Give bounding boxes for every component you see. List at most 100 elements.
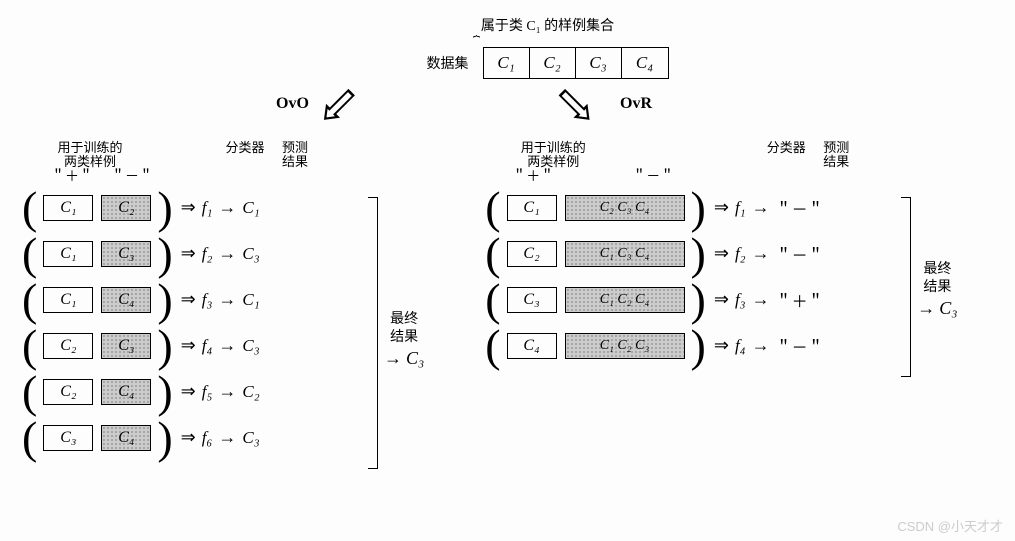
paren-left: ( <box>483 188 502 228</box>
pred-class: C₃ <box>242 244 259 264</box>
watermark: CSDN @小天才才 <box>897 516 1003 535</box>
to-arrow-icon: → <box>752 289 770 310</box>
classifier-f: f₂ <box>735 244 746 264</box>
ovo-row: (C₂C₄)⇒f₅→C₂ <box>20 369 443 415</box>
pos-cell: C₁ <box>43 195 93 221</box>
pred-class: C₁ <box>242 290 259 310</box>
paren-right: ) <box>155 280 174 320</box>
pred-class: C₂ <box>242 382 259 402</box>
paren-right: ) <box>155 326 174 366</box>
hdr-plus: ＂＋＂ <box>503 170 563 185</box>
pred-sign: ＂－＂ <box>776 242 824 266</box>
pos-cell: C₃ <box>507 287 557 313</box>
neg-cell: C₃ <box>101 333 151 359</box>
implies-icon: ⇒ <box>714 243 729 264</box>
paren-right: ) <box>689 326 708 366</box>
dataset-row: 数据集 C₁ C₂ C₃ C₄ <box>427 47 669 79</box>
pos-cell: C₂ <box>43 379 93 405</box>
split-arrows: OvO ⇩ ⇩ OvR <box>280 83 780 143</box>
neg-cell: C₂ <box>101 195 151 221</box>
paren-left: ( <box>20 326 39 366</box>
ovo-bracket <box>368 197 378 469</box>
pred-sign: ＂－＂ <box>776 334 824 358</box>
classifier-f: f₄ <box>202 336 213 356</box>
pos-cell: C₃ <box>43 425 93 451</box>
hdr-minus: ＂－＂ <box>102 170 162 185</box>
paren-right: ) <box>689 188 708 228</box>
pos-cell: C₁ <box>43 241 93 267</box>
classifier-f: f₄ <box>735 336 746 356</box>
neg-cell: C₄ <box>101 287 151 313</box>
neg-cell: C₁ C₂ C₃ <box>565 333 685 359</box>
ovr-subheader: ＂＋＂ ＂－＂ <box>483 170 995 185</box>
paren-left: ( <box>483 280 502 320</box>
neg-cell: C₁ C₂ C₄ <box>565 287 685 313</box>
sample-set-label: 属于类 C₁ 的样例集合 <box>100 15 995 35</box>
implies-icon: ⇒ <box>181 381 196 402</box>
pred-sign: ＂－＂ <box>776 196 824 220</box>
to-arrow-icon: → <box>218 427 236 448</box>
paren-left: ( <box>20 234 39 274</box>
pred-class: C₁ <box>242 198 259 218</box>
hdr-classifier: 分类器 <box>220 141 270 170</box>
to-arrow-icon: → <box>752 197 770 218</box>
ovo-row: (C₃C₄)⇒f₆→C₃ <box>20 415 443 461</box>
neg-cell: C₂ C₃ C₄ <box>565 195 685 221</box>
dataset-cell: C₂ <box>530 48 576 78</box>
paren-left: ( <box>20 418 39 458</box>
to-arrow-icon: → <box>218 243 236 264</box>
paren-left: ( <box>483 234 502 274</box>
implies-icon: ⇒ <box>181 335 196 356</box>
pred-class: C₃ <box>242 428 259 448</box>
dataset-cell: C₃ <box>576 48 622 78</box>
pred-class: C₃ <box>242 336 259 356</box>
implies-icon: ⇒ <box>714 197 729 218</box>
ovo-header: 用于训练的 两类样例 分类器 预测 结果 <box>20 141 443 170</box>
top-section: 属于类 C₁ 的样例集合 ⏞ 数据集 C₁ C₂ C₃ C₄ <box>100 15 995 79</box>
pos-cell: C₁ <box>507 195 557 221</box>
final-value: C₃ <box>406 348 424 368</box>
ovo-row: (C₁C₄)⇒f₃→C₁ <box>20 277 443 323</box>
ovr-column: 用于训练的 两类样例 分类器 预测 结果 ＂＋＂ ＂－＂ (C₁C₂ C₃ C₄… <box>483 141 995 461</box>
implies-icon: ⇒ <box>181 197 196 218</box>
paren-right: ) <box>689 280 708 320</box>
to-arrow-icon: → <box>218 381 236 402</box>
classifier-f: f₃ <box>202 290 213 310</box>
pos-cell: C₂ <box>43 333 93 359</box>
hdr-pred: 预测 结果 <box>811 141 861 170</box>
final-label: 最终 结果 <box>384 311 424 347</box>
ovr-header: 用于训练的 两类样例 分类器 预测 结果 <box>483 141 995 170</box>
final-arrow-icon: → <box>384 348 402 368</box>
neg-cell: C₄ <box>101 425 151 451</box>
ovo-final: 最终 结果 →C₃ <box>384 311 424 371</box>
implies-icon: ⇒ <box>714 335 729 356</box>
columns: 用于训练的 两类样例 分类器 预测 结果 ＂＋＂ ＂－＂ (C₁C₂)⇒f₁→C… <box>20 141 995 461</box>
pos-cell: C₄ <box>507 333 557 359</box>
classifier-f: f₆ <box>202 428 213 448</box>
paren-right: ) <box>155 418 174 458</box>
ovr-row: (C₁C₂ C₃ C₄)⇒f₁→＂－＂ <box>483 185 995 231</box>
paren-left: ( <box>20 372 39 412</box>
brace: ⏞ <box>0 37 995 47</box>
ovo-row: (C₁C₂)⇒f₁→C₁ <box>20 185 443 231</box>
arrow-left-icon: ⇩ <box>307 77 367 137</box>
paren-right: ) <box>155 372 174 412</box>
ovo-subheader: ＂＋＂ ＂－＂ <box>20 170 443 185</box>
ovo-row: (C₂C₃)⇒f₄→C₃ <box>20 323 443 369</box>
ovr-label: OvR <box>620 95 652 113</box>
neg-cell: C₁ C₃ C₄ <box>565 241 685 267</box>
hdr-pred: 预测 结果 <box>270 141 320 170</box>
implies-icon: ⇒ <box>181 427 196 448</box>
hdr-classifier: 分类器 <box>761 141 811 170</box>
paren-left: ( <box>20 280 39 320</box>
final-arrow-icon: → <box>917 298 935 318</box>
hdr-train: 用于训练的 两类样例 <box>20 141 160 170</box>
pos-cell: C₂ <box>507 241 557 267</box>
neg-cell: C₄ <box>101 379 151 405</box>
ovo-label: OvO <box>276 95 309 113</box>
arrow-right-icon: ⇩ <box>547 77 607 137</box>
dataset-cell: C₄ <box>622 48 668 78</box>
ovr-bracket <box>901 197 911 377</box>
to-arrow-icon: → <box>752 243 770 264</box>
to-arrow-icon: → <box>218 197 236 218</box>
